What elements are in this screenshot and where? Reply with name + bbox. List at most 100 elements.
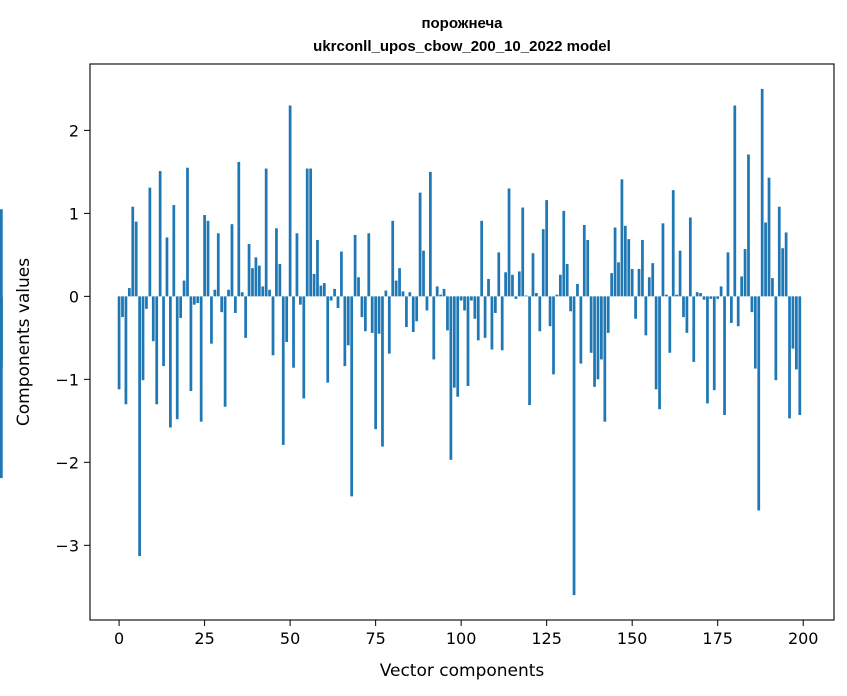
bar bbox=[251, 268, 254, 297]
bar bbox=[733, 105, 737, 297]
bar bbox=[582, 224, 586, 297]
bar bbox=[531, 253, 535, 297]
bar bbox=[627, 239, 631, 297]
bar bbox=[613, 227, 617, 297]
bar bbox=[555, 294, 559, 297]
bar bbox=[223, 296, 227, 407]
bar bbox=[726, 252, 730, 297]
y-tick-label: 0 bbox=[69, 287, 79, 306]
bar bbox=[589, 296, 593, 353]
bar bbox=[730, 296, 733, 323]
bar bbox=[0, 296, 3, 362]
bar bbox=[483, 296, 487, 338]
bar bbox=[227, 289, 230, 297]
bar bbox=[548, 296, 552, 327]
bar bbox=[322, 283, 326, 297]
bar bbox=[350, 296, 354, 497]
bar bbox=[141, 296, 145, 381]
bar bbox=[360, 296, 364, 318]
bar bbox=[264, 168, 268, 297]
bar bbox=[377, 296, 381, 334]
bar bbox=[750, 296, 754, 313]
bar bbox=[394, 280, 398, 297]
x-tick-label: 100 bbox=[446, 629, 477, 648]
plot-frame bbox=[89, 63, 835, 621]
bar bbox=[740, 276, 744, 297]
y-tick-label: −3 bbox=[55, 536, 79, 555]
bar bbox=[336, 296, 340, 308]
bar bbox=[473, 296, 477, 319]
bar bbox=[305, 168, 309, 297]
chart-subtitle: ukrconll_upos_cbow_200_10_2022 model bbox=[313, 38, 611, 55]
bar bbox=[774, 296, 778, 381]
bar bbox=[490, 296, 494, 350]
bar bbox=[326, 296, 330, 383]
bar bbox=[565, 263, 569, 297]
bar bbox=[442, 288, 446, 297]
bar bbox=[319, 285, 323, 297]
bar bbox=[387, 296, 391, 354]
bar bbox=[391, 220, 395, 297]
bar bbox=[610, 273, 614, 297]
bar bbox=[709, 296, 713, 299]
bar bbox=[0, 296, 3, 479]
bar bbox=[124, 296, 128, 405]
bar bbox=[343, 296, 347, 367]
bar bbox=[145, 296, 148, 309]
bar bbox=[408, 292, 412, 297]
bar bbox=[675, 294, 679, 297]
bar bbox=[0, 209, 3, 297]
bar bbox=[216, 233, 220, 297]
bar bbox=[521, 207, 525, 297]
bar bbox=[634, 296, 637, 319]
bar bbox=[596, 296, 600, 380]
bar bbox=[312, 273, 316, 297]
bar bbox=[281, 296, 285, 445]
bar bbox=[781, 248, 785, 297]
bar bbox=[504, 272, 507, 297]
bar bbox=[189, 296, 193, 391]
x-tick-label: 0 bbox=[114, 629, 124, 648]
bar bbox=[271, 296, 275, 356]
bar bbox=[480, 220, 484, 297]
bar bbox=[162, 296, 165, 367]
bar bbox=[641, 239, 644, 297]
bar bbox=[784, 232, 788, 297]
x-tick-label: 200 bbox=[788, 629, 819, 648]
bar bbox=[623, 225, 627, 297]
bar bbox=[367, 233, 371, 297]
bar bbox=[117, 296, 121, 390]
bar bbox=[764, 222, 767, 297]
bar bbox=[576, 283, 579, 297]
bar bbox=[261, 286, 265, 297]
x-tick-label: 150 bbox=[617, 629, 648, 648]
bar bbox=[723, 296, 726, 416]
bar bbox=[127, 288, 131, 297]
bar bbox=[511, 274, 514, 297]
bar bbox=[699, 293, 702, 297]
x-axis-label: Vector components bbox=[380, 661, 545, 681]
bar bbox=[357, 277, 360, 297]
bar bbox=[346, 296, 350, 346]
bar bbox=[562, 210, 566, 297]
bar bbox=[285, 296, 289, 342]
bar bbox=[538, 296, 542, 332]
bar bbox=[760, 88, 764, 297]
bar bbox=[771, 278, 774, 297]
bar bbox=[617, 262, 620, 297]
bar bbox=[192, 296, 196, 305]
y-axis-label: Components values bbox=[14, 258, 34, 426]
bar bbox=[791, 296, 795, 349]
bar bbox=[340, 251, 343, 297]
bar bbox=[138, 296, 141, 557]
bar bbox=[678, 250, 682, 297]
bar bbox=[702, 296, 706, 300]
bar bbox=[692, 296, 696, 362]
bar bbox=[254, 257, 258, 297]
bar bbox=[203, 215, 206, 297]
y-tick-label: 1 bbox=[69, 204, 79, 223]
bar bbox=[182, 280, 186, 297]
bar bbox=[747, 154, 750, 297]
bar bbox=[134, 221, 138, 297]
